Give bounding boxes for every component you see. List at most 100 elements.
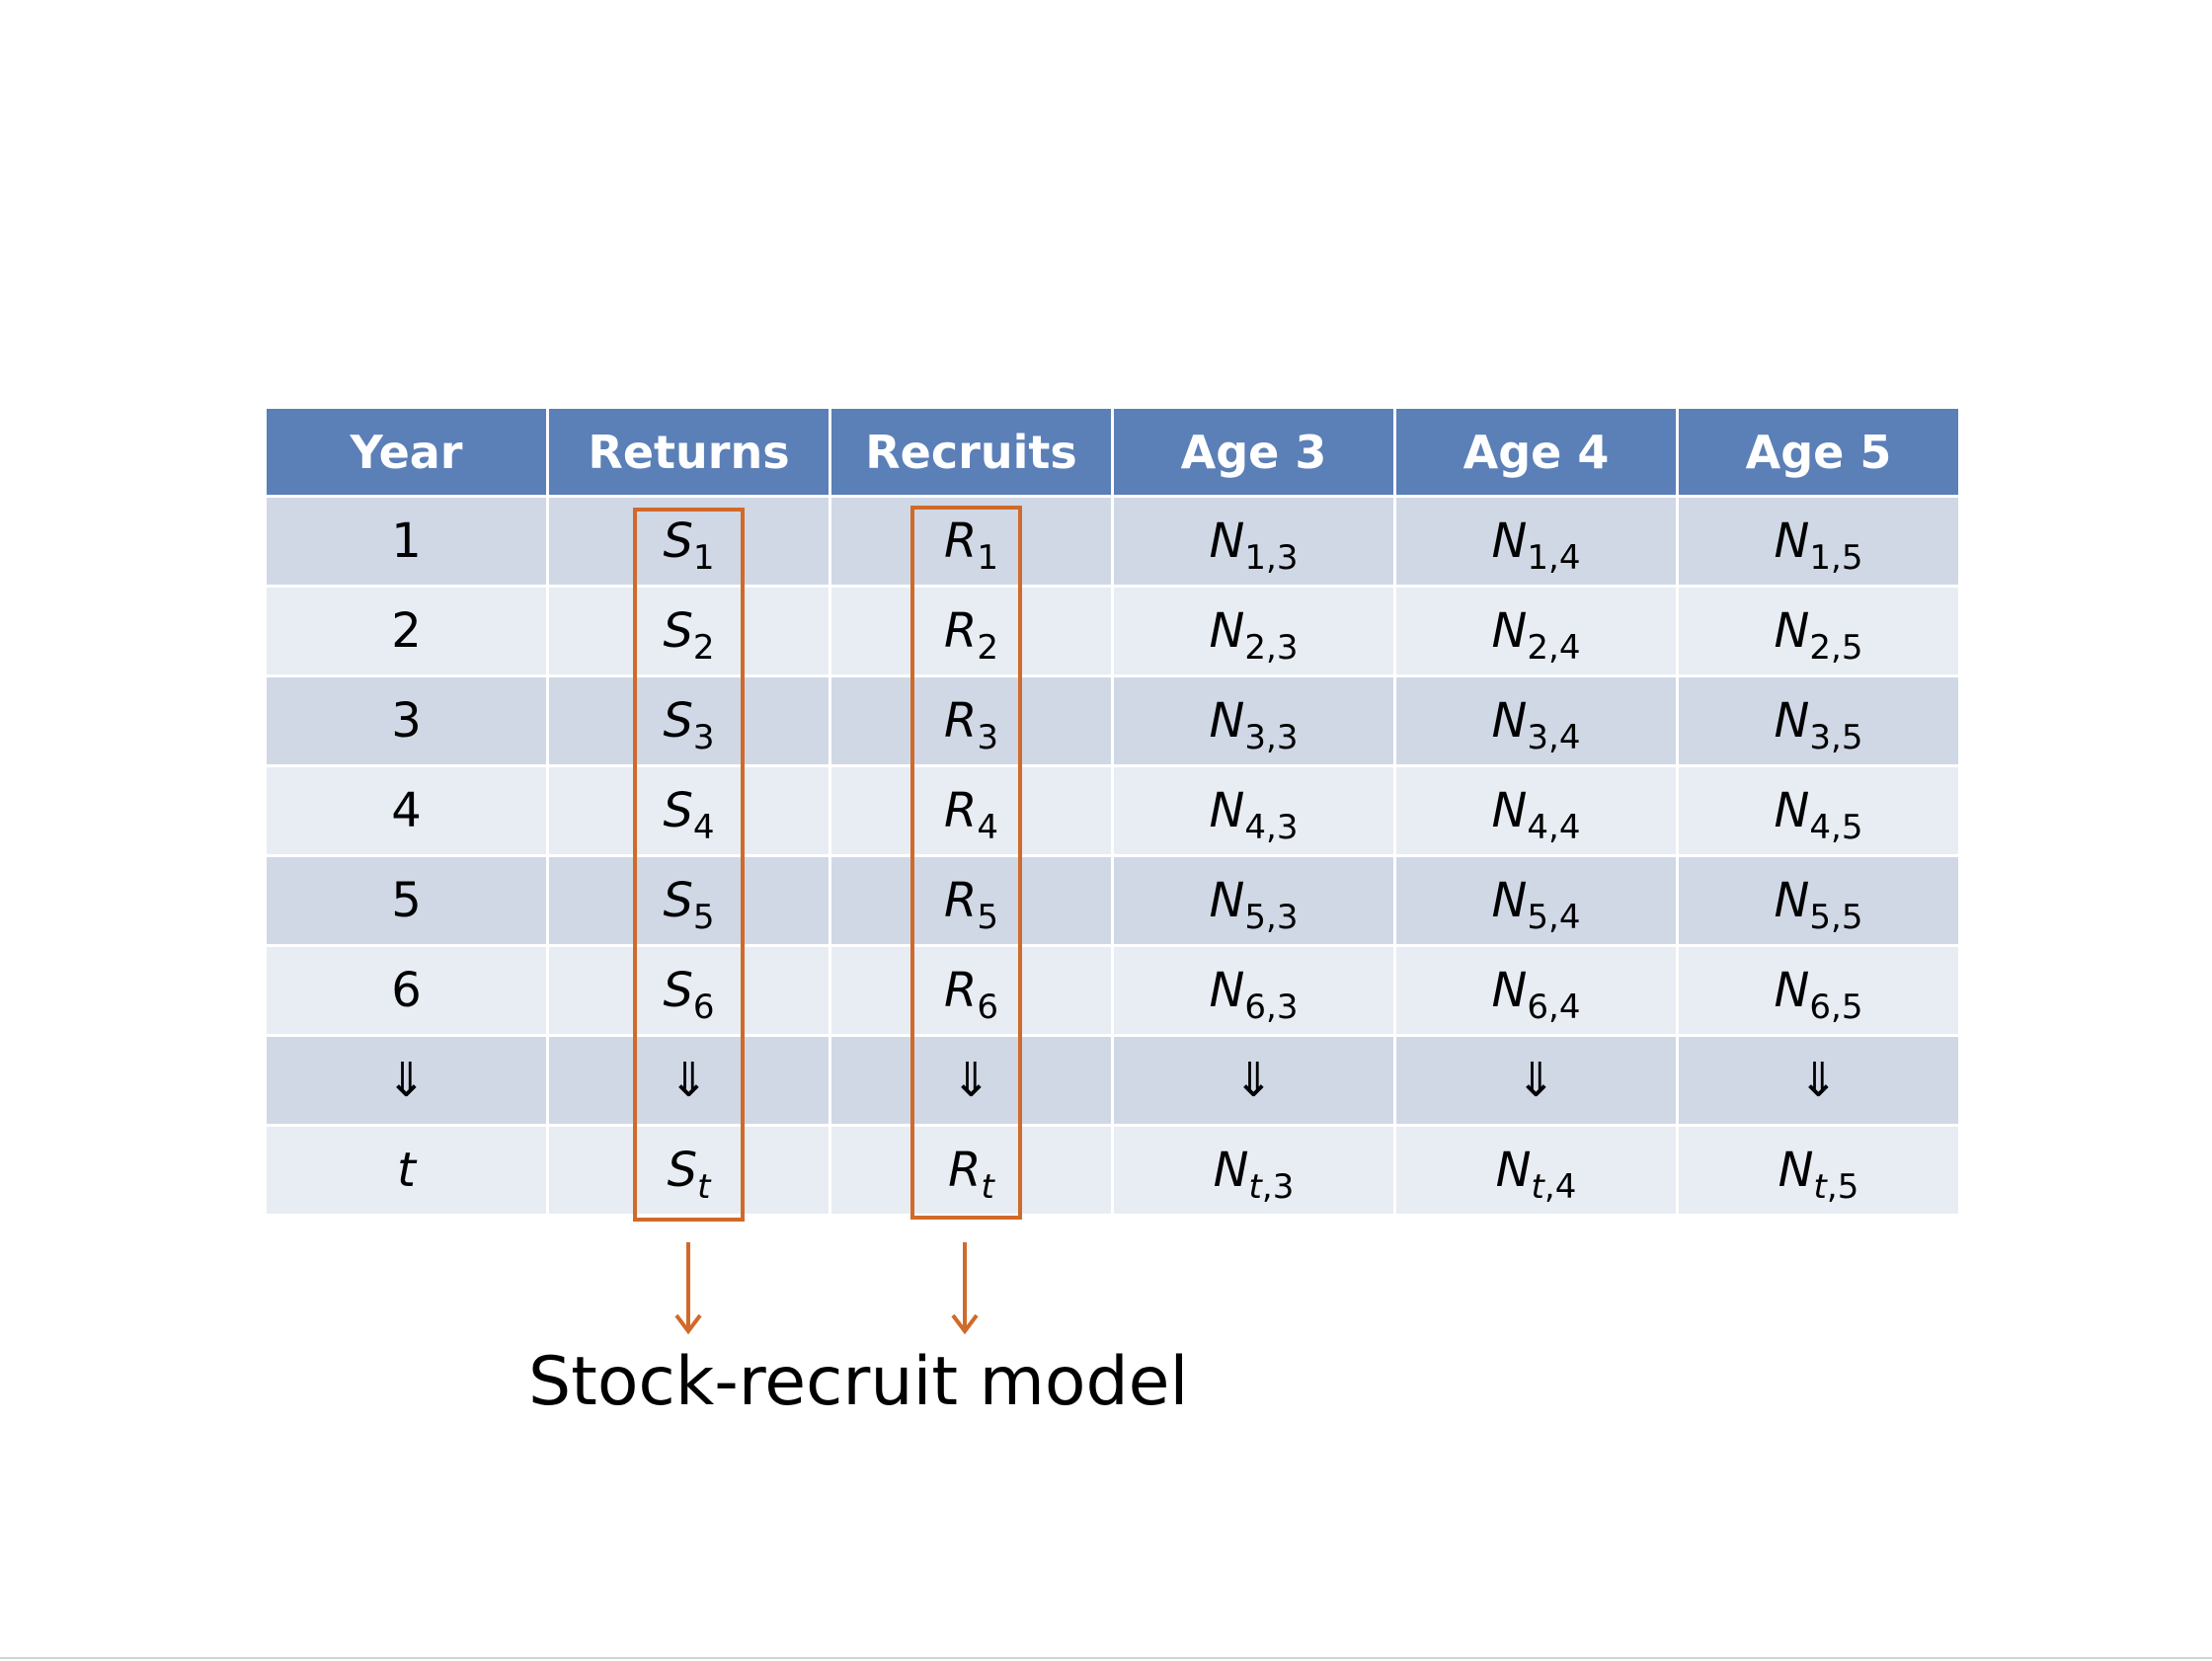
header-age-5: Age 5 (1676, 406, 1961, 498)
recruits-var: R (944, 514, 978, 569)
returns-subscript: 5 (692, 898, 715, 937)
header-year: Year (264, 406, 549, 498)
age-5-subscript: 4,5 (1809, 808, 1863, 847)
age-4-cell: N5,4 (1393, 854, 1679, 947)
returns-cell: S5 (546, 854, 831, 947)
year-cell: 1 (264, 495, 549, 588)
recruits-cell: R4 (829, 764, 1114, 857)
age-5-subscript: 6,5 (1809, 988, 1863, 1027)
table-row: 6 S6 R6 N6,3 N6,4 N6,5 (264, 944, 1961, 1037)
age-5-cell: N3,5 (1676, 674, 1961, 767)
recruits-var: R (948, 1143, 982, 1198)
age-3-var: N (1209, 603, 1245, 659)
age-4-cell: N3,4 (1393, 674, 1679, 767)
year-cell: 2 (264, 585, 549, 677)
age-5-var: N (1774, 963, 1810, 1018)
age-3-var: N (1209, 873, 1245, 928)
age-3-var: N (1209, 783, 1245, 838)
returns-cell: S1 (546, 495, 831, 588)
age-4-var: N (1491, 693, 1528, 749)
age-3-var: N (1209, 963, 1245, 1018)
returns-subscript: 1 (692, 538, 715, 578)
down-double-arrow-icon: ⇓ (264, 1034, 549, 1127)
age-4-subscript: ,4 (1543, 1167, 1577, 1207)
age-4-cell: Nt,4 (1393, 1124, 1679, 1217)
age-5-cell: N5,5 (1676, 854, 1961, 947)
age-5-subscript: ,5 (1826, 1167, 1859, 1207)
age-4-cell: N2,4 (1393, 585, 1679, 677)
returns-var: S (663, 603, 693, 659)
age-4-var: N (1491, 514, 1528, 569)
age-3-cell: N1,3 (1111, 495, 1396, 588)
table-row-last: t St Rt Nt,3 Nt,4 Nt,5 (264, 1124, 1961, 1217)
age-4-subscript: 4,4 (1527, 808, 1581, 847)
age-5-cell: N1,5 (1676, 495, 1961, 588)
returns-cell: St (546, 1124, 831, 1217)
recruits-subscript: 3 (977, 718, 998, 757)
age-4-subscript: 2,4 (1527, 628, 1581, 668)
data-table: Year Returns Recruits Age 3 Age 4 Age 5 … (264, 406, 1961, 1217)
age-3-cell: N4,3 (1111, 764, 1396, 857)
returns-cell: S4 (546, 764, 831, 857)
age-3-var: N (1209, 693, 1245, 749)
year-cell: 5 (264, 854, 549, 947)
age-4-var: N (1491, 603, 1528, 659)
age-3-subscript: 5,3 (1244, 898, 1299, 937)
down-double-arrow-icon: ⇓ (546, 1034, 831, 1127)
header-returns: Returns (546, 406, 831, 498)
returns-subscript: t (697, 1167, 711, 1207)
age-5-var: N (1778, 1143, 1814, 1198)
recruits-subscript: 5 (977, 898, 998, 937)
age-4-cell: N1,4 (1393, 495, 1679, 588)
returns-var: S (663, 693, 693, 749)
age-5-subscript-var: t (1813, 1167, 1827, 1207)
age-3-subscript: 6,3 (1244, 988, 1299, 1027)
returns-var: S (663, 963, 693, 1018)
table-row: 2 S2 R2 N2,3 N2,4 N2,5 (264, 585, 1961, 677)
age-5-var: N (1774, 783, 1810, 838)
age-4-subscript: 1,4 (1527, 538, 1581, 578)
recruits-subscript: 2 (977, 628, 998, 668)
down-double-arrow-icon: ⇓ (1676, 1034, 1961, 1127)
age-5-var: N (1774, 514, 1810, 569)
returns-var: S (667, 1143, 698, 1198)
down-double-arrow-icon: ⇓ (829, 1034, 1114, 1127)
age-3-cell: N5,3 (1111, 854, 1396, 947)
recruits-subscript: 6 (977, 988, 998, 1027)
age-3-cell: N2,3 (1111, 585, 1396, 677)
age-4-subscript: 3,4 (1527, 718, 1581, 757)
age-5-cell: N2,5 (1676, 585, 1961, 677)
year-cell: 4 (264, 764, 549, 857)
returns-subscript: 4 (692, 808, 715, 847)
down-arrow-icon (951, 1242, 979, 1335)
age-5-var: N (1774, 873, 1810, 928)
age-5-cell: N4,5 (1676, 764, 1961, 857)
down-arrow-icon (674, 1242, 702, 1335)
age-5-subscript: 2,5 (1809, 628, 1863, 668)
age-3-subscript: ,3 (1261, 1167, 1295, 1207)
recruits-subscript: 4 (977, 808, 998, 847)
age-5-subscript: 5,5 (1809, 898, 1863, 937)
age-3-cell: Nt,3 (1111, 1124, 1396, 1217)
age-3-subscript: 4,3 (1244, 808, 1299, 847)
divider (0, 1657, 2212, 1659)
returns-cell: S6 (546, 944, 831, 1037)
recruits-var: R (944, 693, 978, 749)
returns-cell: S3 (546, 674, 831, 767)
header-row: Year Returns Recruits Age 3 Age 4 Age 5 (264, 406, 1961, 498)
recruits-var: R (944, 783, 978, 838)
age-4-subscript: 5,4 (1527, 898, 1581, 937)
header-age-3: Age 3 (1111, 406, 1396, 498)
age-3-subscript: 2,3 (1244, 628, 1299, 668)
age-5-var: N (1774, 693, 1810, 749)
returns-subscript: 3 (692, 718, 715, 757)
age-4-var: N (1491, 783, 1528, 838)
year-cell: 3 (264, 674, 549, 767)
header-recruits: Recruits (829, 406, 1114, 498)
age-3-cell: N6,3 (1111, 944, 1396, 1037)
recruits-var: R (944, 873, 978, 928)
recruits-cell: R5 (829, 854, 1114, 947)
recruits-cell: R6 (829, 944, 1114, 1037)
age-3-subscript: 3,3 (1244, 718, 1299, 757)
recruits-var: R (944, 603, 978, 659)
